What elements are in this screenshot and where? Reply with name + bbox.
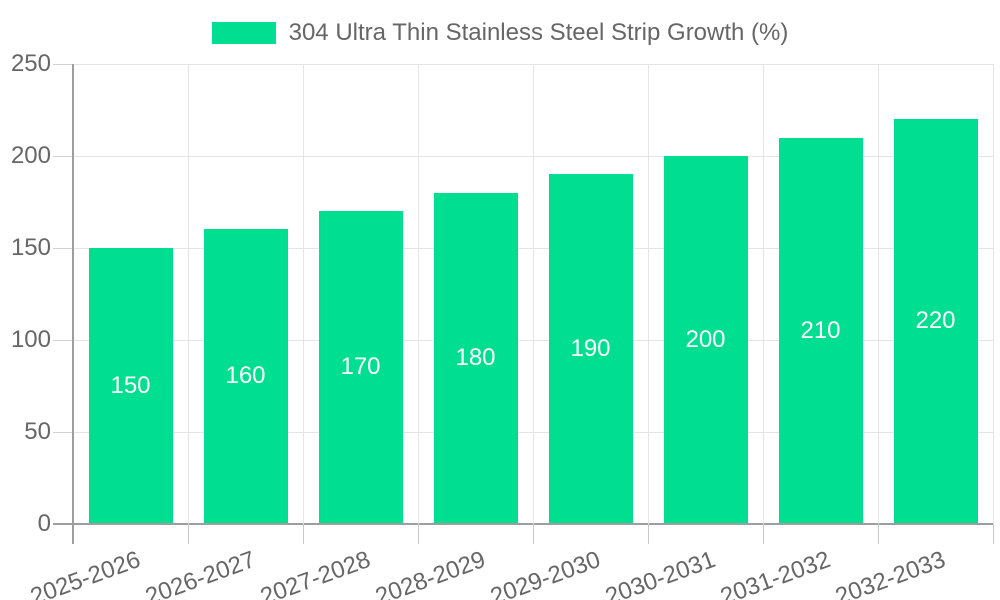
bar-value-label: 160 (225, 362, 266, 390)
bar-value-label: 220 (915, 307, 956, 335)
v-gridline (878, 64, 879, 524)
x-axis-label: 2026-2027 (141, 546, 259, 600)
x-axis-label: 2032-2033 (831, 546, 949, 600)
x-tick-mark (418, 523, 419, 544)
v-gridline (993, 64, 994, 524)
y-axis-tick-label: 150 (10, 233, 51, 261)
bar[interactable]: 220 (893, 119, 978, 524)
x-tick-mark (72, 523, 74, 544)
v-gridline (648, 64, 649, 524)
y-tick-mark (53, 339, 73, 341)
legend-label: 304 Ultra Thin Stainless Steel Strip Gro… (288, 19, 789, 46)
v-gridline (418, 64, 419, 524)
bar[interactable]: 200 (663, 155, 748, 524)
bar-value-label: 150 (110, 371, 151, 399)
v-gridline (533, 64, 534, 524)
bar[interactable]: 170 (318, 211, 403, 524)
bar-value-label: 170 (340, 353, 381, 381)
y-tick-mark (53, 522, 73, 525)
x-axis-label: 2028-2029 (371, 546, 489, 600)
x-tick-mark (993, 523, 994, 544)
x-tick-mark (303, 523, 304, 544)
v-gridline (188, 64, 189, 524)
x-axis-label: 2025-2026 (26, 546, 144, 600)
bar-value-label: 200 (685, 325, 726, 353)
y-axis-line (72, 64, 74, 524)
bar[interactable]: 150 (88, 247, 173, 524)
bar-value-label: 190 (570, 334, 611, 362)
y-tick-mark (53, 247, 73, 249)
x-axis-label: 2027-2028 (256, 546, 374, 600)
bar[interactable]: 210 (778, 137, 863, 524)
x-axis-label: 2029-2030 (486, 546, 604, 600)
v-gridline (303, 64, 304, 524)
y-axis-tick-label: 0 (37, 509, 51, 537)
x-tick-mark (188, 523, 189, 544)
bar[interactable]: 190 (548, 174, 633, 524)
y-axis-tick-label: 50 (24, 417, 51, 445)
y-axis-tick-label: 250 (10, 50, 51, 77)
x-tick-mark (648, 523, 649, 544)
y-axis-tick-label: 100 (10, 325, 51, 353)
legend[interactable]: 304 Ultra Thin Stainless Steel Strip Gro… (0, 19, 1000, 47)
v-gridline (763, 64, 764, 524)
legend-swatch (211, 22, 276, 44)
y-tick-mark (53, 155, 73, 157)
x-tick-mark (878, 523, 879, 544)
x-tick-mark (533, 523, 534, 544)
bar[interactable]: 180 (433, 192, 518, 524)
x-tick-mark (763, 523, 764, 544)
y-axis-tick-label: 200 (10, 141, 51, 169)
bar-value-label: 210 (800, 316, 841, 344)
bar[interactable]: 160 (203, 229, 288, 524)
y-tick-mark (53, 431, 73, 433)
y-tick-mark (53, 64, 73, 65)
x-axis-label: 2031-2032 (716, 546, 834, 600)
x-axis-label: 2030-2031 (601, 546, 719, 600)
bar-value-label: 180 (455, 344, 496, 372)
